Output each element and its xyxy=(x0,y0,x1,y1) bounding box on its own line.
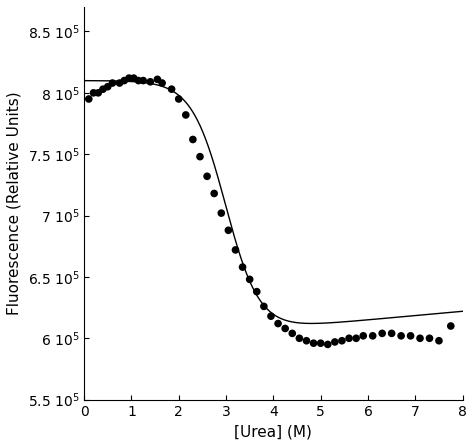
Point xyxy=(225,227,232,234)
Point xyxy=(359,332,367,339)
Point xyxy=(125,74,133,82)
Point xyxy=(426,334,433,342)
Point xyxy=(246,276,254,283)
Point xyxy=(120,77,128,84)
Point xyxy=(267,313,275,320)
Point xyxy=(407,332,414,339)
Point xyxy=(210,190,218,197)
Point xyxy=(338,337,346,344)
Point xyxy=(232,246,239,253)
Point xyxy=(135,77,142,84)
Point xyxy=(130,74,137,82)
Point xyxy=(388,330,395,337)
Point xyxy=(310,339,318,347)
Y-axis label: Fluorescence (Relative Units): Fluorescence (Relative Units) xyxy=(7,91,22,315)
Point xyxy=(154,76,161,83)
Point xyxy=(317,339,324,347)
Point xyxy=(218,210,225,217)
Point xyxy=(99,86,107,93)
Point xyxy=(85,95,92,103)
Point xyxy=(109,79,116,87)
Point xyxy=(296,334,303,342)
Point xyxy=(175,95,182,103)
Point xyxy=(378,330,386,337)
Point xyxy=(90,89,97,96)
Point xyxy=(303,337,310,344)
Point xyxy=(196,153,204,160)
Point xyxy=(253,288,261,295)
Point xyxy=(139,77,147,84)
Point xyxy=(324,341,331,348)
Point xyxy=(168,86,175,93)
Point xyxy=(274,320,282,327)
Point xyxy=(203,173,211,180)
Point xyxy=(289,330,296,337)
Point xyxy=(260,303,268,310)
Point xyxy=(182,112,190,119)
Point xyxy=(369,332,376,339)
Point xyxy=(239,264,246,271)
Point xyxy=(435,337,443,344)
Point xyxy=(282,325,289,332)
Point xyxy=(146,78,154,85)
Point xyxy=(116,79,123,87)
Point xyxy=(94,89,102,96)
Point xyxy=(104,83,111,90)
Point xyxy=(331,339,338,346)
Point xyxy=(447,322,455,330)
Point xyxy=(416,334,424,342)
Point xyxy=(397,332,405,339)
X-axis label: [Urea] (M): [Urea] (M) xyxy=(235,424,312,439)
Point xyxy=(352,334,360,342)
Point xyxy=(345,334,353,342)
Point xyxy=(158,79,166,87)
Point xyxy=(189,136,197,143)
